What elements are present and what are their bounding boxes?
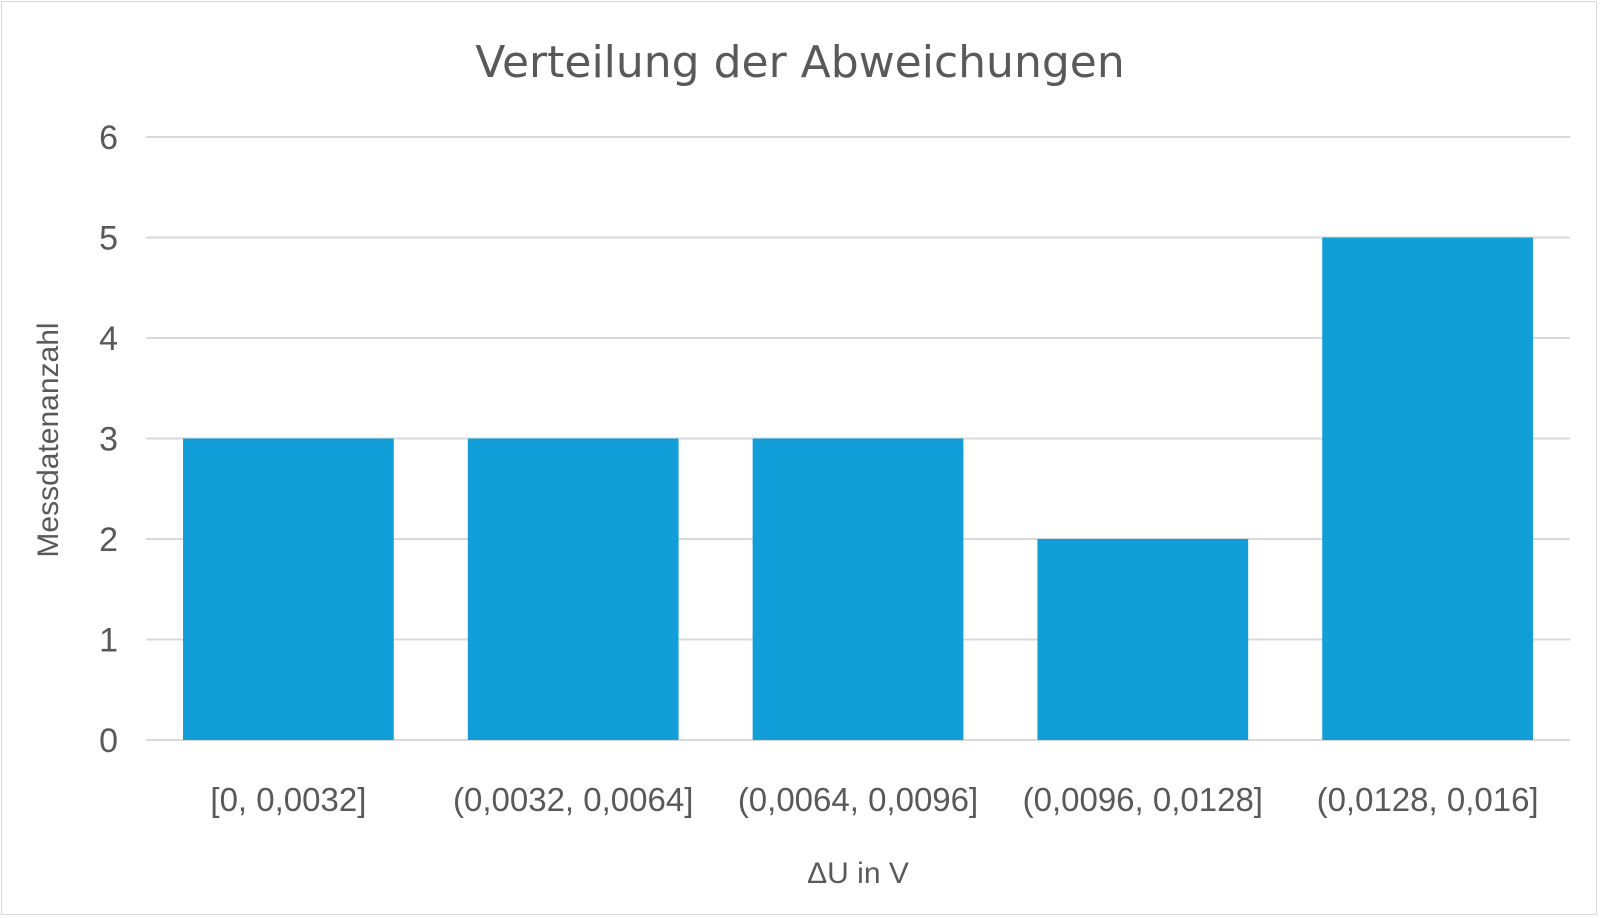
bars	[183, 237, 1533, 740]
y-tick-label: 6	[99, 119, 118, 157]
bar	[752, 438, 964, 740]
y-tick-label: 1	[99, 622, 118, 660]
bar	[467, 438, 679, 740]
x-category-label: (0,0096, 0,0128]	[1023, 781, 1263, 818]
y-tick-label: 0	[99, 722, 118, 760]
y-tick-label: 4	[99, 320, 118, 358]
y-tick-label: 3	[99, 421, 118, 459]
x-axis-label: ΔU in V	[807, 857, 909, 890]
x-category-label: [0, 0,0032]	[210, 781, 366, 818]
bar	[1322, 237, 1533, 740]
x-category-label: (0,0128, 0,016]	[1317, 781, 1539, 818]
y-axis-ticks: 0 1 2 3 4 5 6	[99, 119, 118, 760]
bar	[183, 438, 394, 740]
x-category-label: (0,0064, 0,0096]	[738, 781, 978, 818]
y-axis-label: Messdatenanzahl	[32, 322, 65, 557]
y-tick-label: 2	[99, 521, 118, 559]
y-tick-label: 5	[99, 220, 118, 258]
x-axis-categories: [0, 0,0032] (0,0032, 0,0064] (0,0064, 0,00…	[210, 781, 1538, 818]
bar	[1037, 539, 1249, 740]
chart-title: Verteilung der Abweichungen	[475, 37, 1124, 88]
x-category-label: (0,0032, 0,0064]	[453, 781, 693, 818]
